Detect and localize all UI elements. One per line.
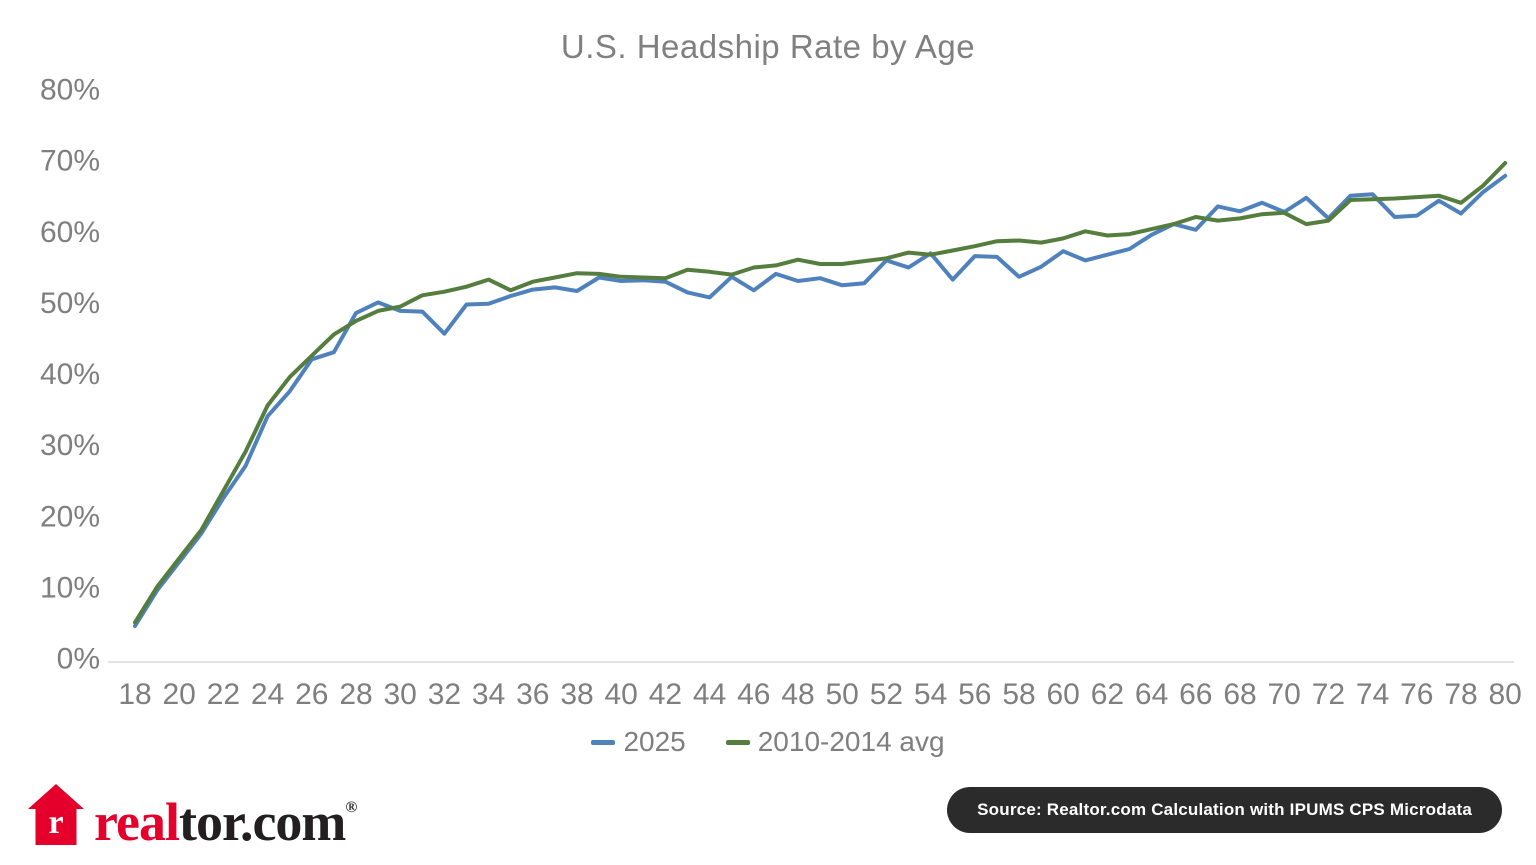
x-tick-label: 66 xyxy=(1179,678,1212,711)
svg-text:r: r xyxy=(48,804,63,841)
chart-legend: 2025 2010-2014 avg xyxy=(0,722,1536,762)
x-tick-label: 28 xyxy=(339,678,372,711)
x-tick-label: 54 xyxy=(914,678,947,711)
x-tick-label: 36 xyxy=(516,678,549,711)
legend-line-swatch-blue xyxy=(591,739,616,745)
legend-label: 2025 xyxy=(623,726,686,757)
y-tick-label: 30% xyxy=(40,429,100,462)
x-tick-label: 56 xyxy=(958,678,991,711)
chart-title: U.S. Headship Rate by Age xyxy=(560,28,976,65)
x-tick-label: 78 xyxy=(1444,678,1477,711)
y-tick-label: 60% xyxy=(40,216,100,249)
source-badge-text: Source: Realtor.com Calculation with IPU… xyxy=(977,800,1472,819)
y-tick-label: 80% xyxy=(40,74,100,107)
legend-label: 2010-2014 avg xyxy=(757,726,945,757)
chart-canvas: 0% 10% 20% 30% 40% 50% 60% 70% 80% 18 20 22 24 26 28 3… xyxy=(40,74,1522,712)
y-tick-label: 20% xyxy=(40,500,100,533)
logo-text-real: real xyxy=(94,792,180,852)
x-tick-label: 48 xyxy=(781,678,814,711)
x-tick-label: 26 xyxy=(295,678,328,711)
x-tick-label: 20 xyxy=(163,678,196,711)
x-tick-label: 24 xyxy=(251,678,284,711)
y-tick-label: 50% xyxy=(40,287,100,320)
source-badge: Source: Realtor.com Calculation with IPU… xyxy=(947,787,1502,833)
x-tick-label: 44 xyxy=(693,678,726,711)
x-tick-label: 22 xyxy=(207,678,240,711)
realtor-logo: r realtor.com® xyxy=(28,780,357,852)
x-tick-label: 18 xyxy=(118,678,151,711)
line-series-2010-2014-avg xyxy=(133,161,1508,625)
y-axis-tick-labels: 0% 10% 20% 30% 40% 50% 60% 70% 80% xyxy=(40,74,100,676)
y-tick-label: 0% xyxy=(57,643,100,676)
x-tick-label: 34 xyxy=(472,678,505,711)
x-tick-label: 46 xyxy=(737,678,770,711)
x-tick-label: 42 xyxy=(649,678,682,711)
legend-item-2025: 2025 xyxy=(591,726,686,758)
x-tick-label: 50 xyxy=(826,678,859,711)
x-tick-label: 76 xyxy=(1400,678,1433,711)
x-tick-label: 80 xyxy=(1489,678,1522,711)
x-tick-label: 60 xyxy=(1047,678,1080,711)
x-axis-tick-labels: 18 20 22 24 26 28 30 32 34 36 38 40 42 44 46 48 50 52 54 56… xyxy=(118,678,1522,711)
x-tick-label: 38 xyxy=(560,678,593,711)
x-tick-label: 52 xyxy=(870,678,903,711)
x-tick-label: 32 xyxy=(428,678,461,711)
y-tick-label: 40% xyxy=(40,358,100,391)
x-tick-label: 72 xyxy=(1312,678,1345,711)
x-tick-label: 64 xyxy=(1135,678,1168,711)
x-tick-label: 70 xyxy=(1268,678,1301,711)
x-tick-label: 74 xyxy=(1356,678,1389,711)
logo-text-tor: tor.com xyxy=(178,792,346,852)
legend-line-swatch-green xyxy=(725,739,750,745)
x-tick-label: 68 xyxy=(1223,678,1256,711)
realtor-house-icon: r xyxy=(28,784,84,845)
registered-mark: ® xyxy=(345,799,358,816)
y-tick-label: 70% xyxy=(40,145,100,178)
x-tick-label: 62 xyxy=(1091,678,1124,711)
line-series-2025 xyxy=(133,173,1508,628)
legend-item-2010-2014-avg: 2010-2014 avg xyxy=(725,726,945,758)
x-tick-label: 30 xyxy=(384,678,417,711)
y-tick-label: 10% xyxy=(40,571,100,604)
x-tick-label: 58 xyxy=(1002,678,1035,711)
realtor-logo-text: realtor.com® xyxy=(94,776,357,854)
x-tick-label: 40 xyxy=(605,678,638,711)
